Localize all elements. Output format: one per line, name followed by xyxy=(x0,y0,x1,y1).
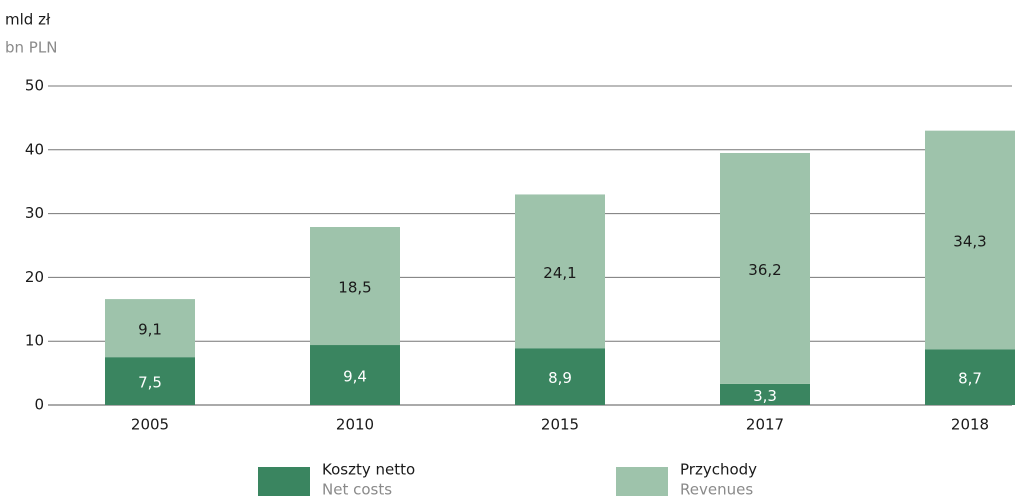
y-tick-label: 0 xyxy=(34,396,44,414)
unit-label-en: bn PLN xyxy=(5,39,57,57)
bar-segment xyxy=(310,226,400,346)
x-tick-label: 2018 xyxy=(951,416,989,434)
x-tick-label: 2010 xyxy=(336,416,374,434)
bar-segment xyxy=(105,357,195,405)
y-tick-label: 50 xyxy=(25,77,44,95)
value-label: 3,3 xyxy=(753,387,777,405)
value-label: 9,1 xyxy=(138,321,162,339)
value-label: 7,5 xyxy=(138,374,162,392)
legend-swatch xyxy=(616,467,668,496)
y-tick-label: 40 xyxy=(25,140,44,158)
value-label: 34,3 xyxy=(953,233,986,251)
legend-label-en: Net costs xyxy=(322,481,392,499)
bar-segment xyxy=(515,194,605,349)
legend-label: Przychody xyxy=(680,461,757,479)
y-tick-label: 30 xyxy=(25,204,44,222)
value-label: 18,5 xyxy=(338,279,371,297)
value-label: 24,1 xyxy=(543,264,576,282)
bar-segment xyxy=(720,383,810,405)
bar-segment xyxy=(720,152,810,384)
x-tick-label: 2017 xyxy=(746,416,784,434)
x-tick-label: 2005 xyxy=(131,416,169,434)
bar-segment xyxy=(105,299,195,358)
y-tick-label: 10 xyxy=(25,332,44,350)
legend-swatch xyxy=(258,467,310,496)
x-tick-label: 2015 xyxy=(541,416,579,434)
bar-segment xyxy=(310,345,400,405)
bar-segment xyxy=(925,130,1015,350)
value-label: 36,2 xyxy=(748,261,781,279)
legend-label: Koszty netto xyxy=(322,461,415,479)
value-label: 8,7 xyxy=(958,370,982,388)
value-label: 9,4 xyxy=(343,368,367,386)
legend-label-en: Revenues xyxy=(680,481,753,499)
bar-segment xyxy=(515,348,605,405)
unit-label: mld zł xyxy=(5,11,51,29)
y-tick-label: 20 xyxy=(25,268,44,286)
value-label: 8,9 xyxy=(548,369,572,387)
bar-segment xyxy=(925,349,1015,405)
